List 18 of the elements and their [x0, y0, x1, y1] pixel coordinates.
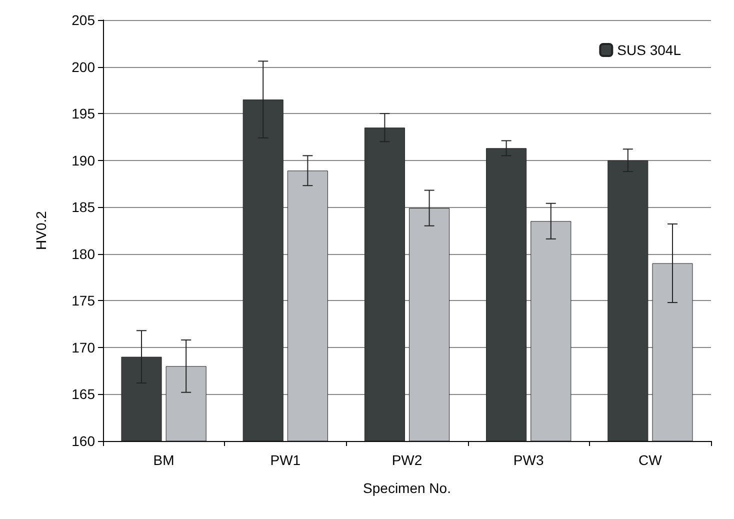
y-tick-label: 195 [72, 106, 96, 122]
x-tick-label: PW2 [392, 452, 422, 468]
y-tick-label: 180 [72, 246, 96, 262]
y-tick-label: 175 [72, 292, 96, 309]
y-tick-label: 165 [72, 386, 96, 402]
y-tick-label: 170 [72, 339, 96, 356]
x-tick-label: PW1 [270, 452, 301, 468]
y-axis-title: HV0.2 [33, 210, 49, 250]
legend-label: SUS 304L [617, 42, 682, 58]
y-tick-label: 160 [72, 433, 96, 449]
y-tick-label: 190 [72, 152, 96, 168]
y-tick-label: 185 [72, 199, 96, 216]
x-tick-label: CW [638, 452, 663, 468]
x-tick-label: PW3 [513, 452, 544, 468]
y-tick-label: 205 [72, 12, 96, 28]
x-tick-label: BM [153, 452, 174, 468]
y-tick-label: 200 [72, 58, 96, 75]
x-axis-title: Specimen No. [363, 480, 451, 496]
